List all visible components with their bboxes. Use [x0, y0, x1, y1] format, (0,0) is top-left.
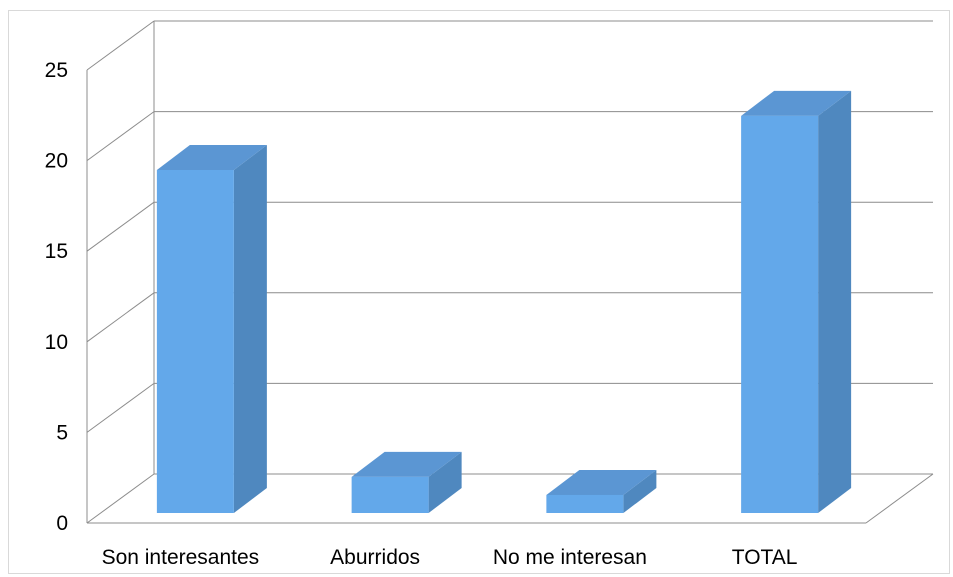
y-axis: 0 5 10 15 20 25: [45, 59, 68, 535]
bar: [546, 469, 657, 513]
y-tick-label: 15: [45, 240, 68, 263]
category-label: Aburridos: [330, 546, 420, 569]
side-gridline: [86, 111, 155, 162]
side-gridline: [86, 473, 155, 524]
side-gridline: [86, 382, 155, 433]
bar-front: [351, 476, 429, 513]
y-tick-label: 20: [45, 150, 68, 173]
category-label: TOTAL: [732, 546, 798, 569]
bar-side: [428, 451, 462, 513]
bar-side: [818, 90, 852, 513]
floor-right-edge: [865, 473, 934, 524]
y-tick-label: 25: [45, 59, 68, 82]
bar-front: [546, 494, 624, 513]
bar-front: [741, 115, 819, 513]
bar: [351, 451, 462, 513]
bar-top: [546, 469, 657, 495]
bar-top: [741, 90, 852, 116]
bars: [156, 90, 852, 513]
category-labels: Son interesantes Aburridos No me interesan…: [102, 546, 798, 569]
side-gridline: [86, 201, 155, 252]
y-tick-label: 10: [45, 331, 68, 354]
y-tick-label: 0: [56, 512, 68, 535]
bar-top: [351, 451, 462, 477]
bar: [156, 145, 267, 513]
category-label: Son interesantes: [102, 546, 260, 569]
bar: [741, 90, 852, 513]
bar-front: [156, 170, 234, 513]
side-gridline: [86, 292, 155, 343]
bar-side: [233, 145, 267, 513]
category-label: No me interesan: [493, 546, 647, 569]
bar-top: [156, 145, 267, 170]
y-tick-label: 5: [56, 421, 68, 444]
bar-side: [623, 469, 657, 513]
side-gridline: [86, 20, 155, 71]
